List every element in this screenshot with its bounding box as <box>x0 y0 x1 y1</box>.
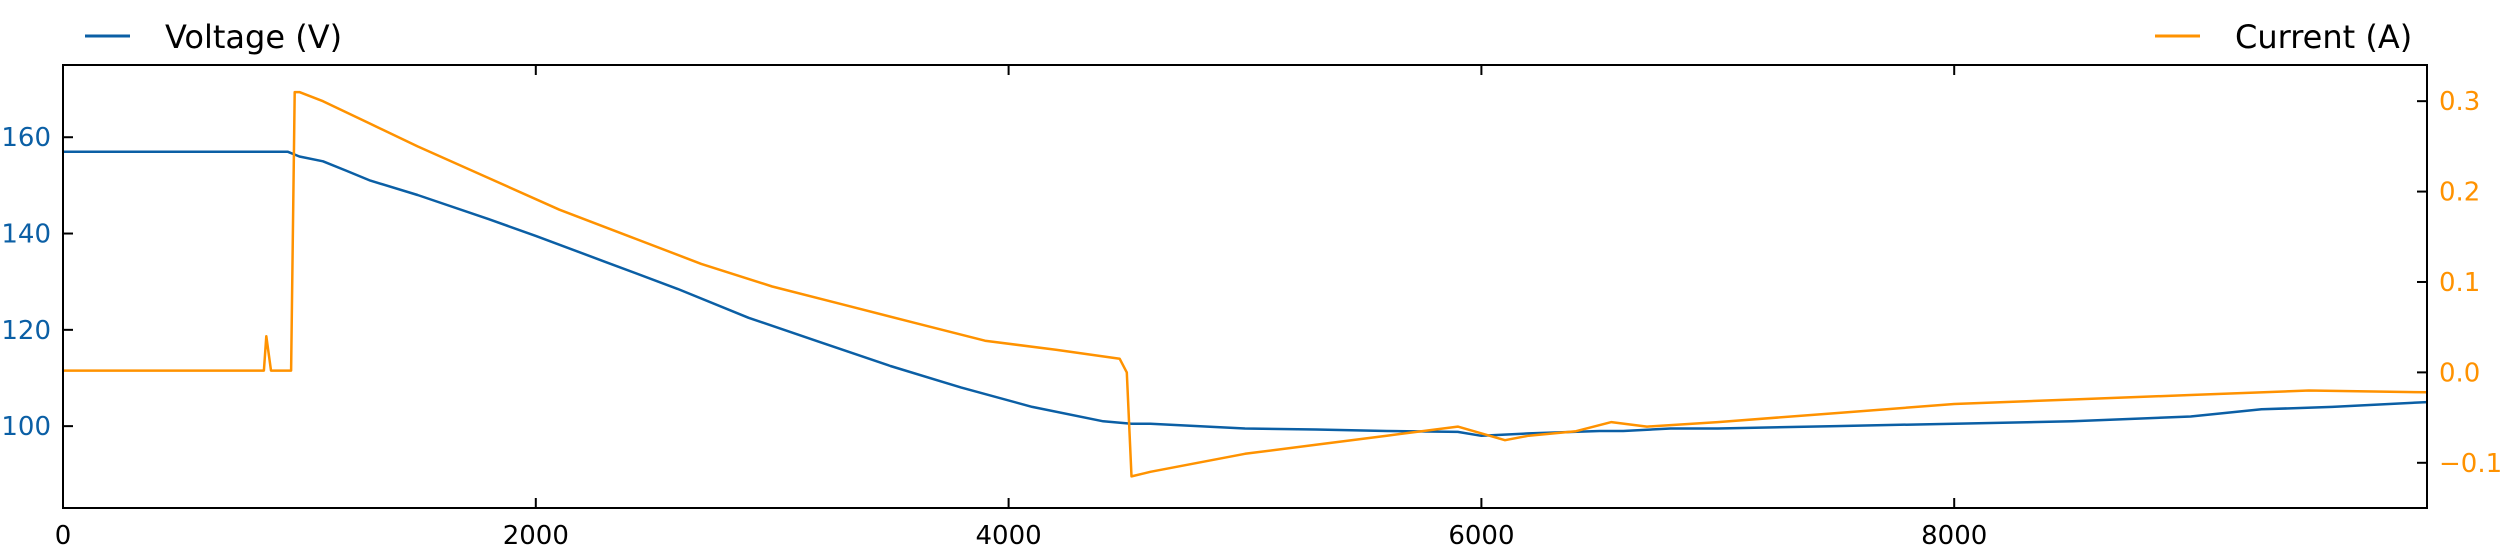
y-right-tick-label: 0.2 <box>2439 178 2480 208</box>
y-right-tick-label: 0.1 <box>2439 268 2480 298</box>
x-axis: 0 2000 4000 6000 8000 <box>55 65 1987 550</box>
y-axis-right: −0.1 0.0 0.1 0.2 0.3 <box>2417 87 2500 479</box>
y-axis-left: 100 120 140 160 <box>1 123 73 442</box>
series-layer <box>63 90 2428 478</box>
x-tick-label: 4000 <box>976 521 1042 550</box>
x-tick-label: 2000 <box>503 521 569 550</box>
y-left-tick-label: 140 <box>1 220 51 250</box>
series-line-current <box>63 90 2428 478</box>
y-left-tick-label: 160 <box>1 123 51 153</box>
y-left-tick-label: 120 <box>1 316 51 346</box>
x-tick-label: 8000 <box>1921 521 1987 550</box>
legend-label-current: Current (A) <box>2235 18 2412 56</box>
series-line-voltage <box>63 150 2428 438</box>
y-left-tick-label: 100 <box>1 412 51 442</box>
legend: Voltage (V) Current (A) <box>85 18 2412 56</box>
x-tick-label: 6000 <box>1448 521 1514 550</box>
x-tick-label: 0 <box>55 521 72 550</box>
legend-label-voltage: Voltage (V) <box>165 18 342 56</box>
plot-frame <box>62 64 2428 509</box>
y-right-tick-label: −0.1 <box>2439 449 2500 479</box>
y-right-tick-label: 0.0 <box>2439 358 2480 388</box>
y-right-tick-label: 0.3 <box>2439 87 2480 117</box>
